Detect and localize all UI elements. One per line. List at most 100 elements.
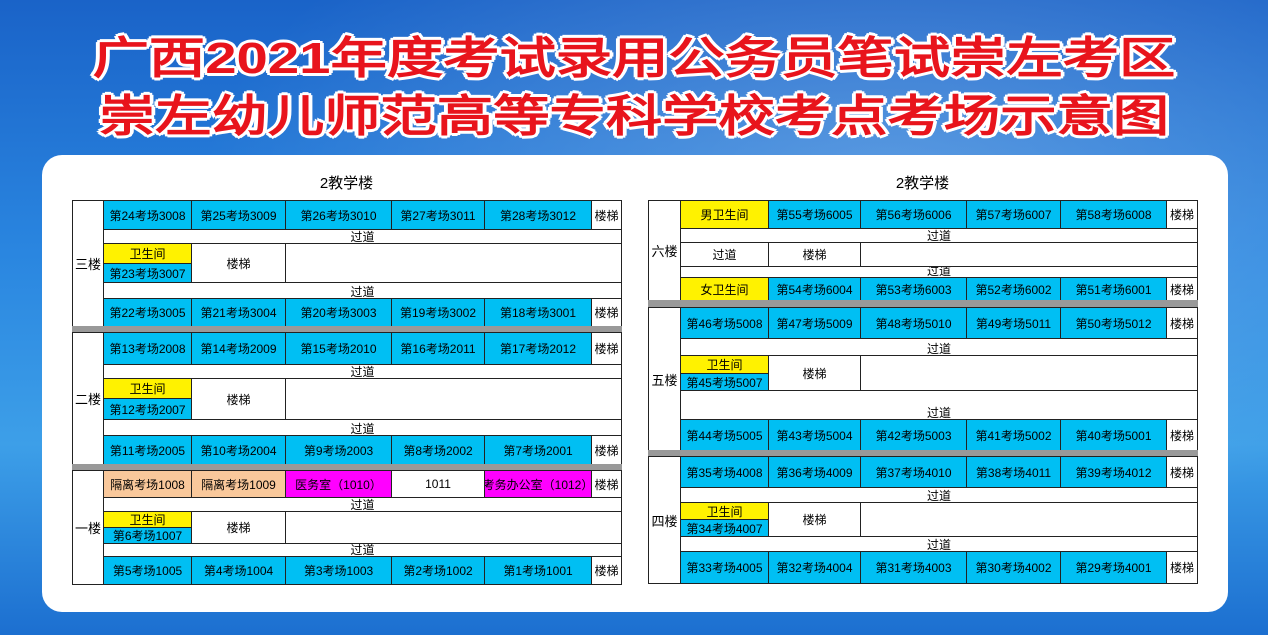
exam-room: 第53考场6003	[860, 277, 967, 301]
floor-label: 三楼	[72, 200, 104, 327]
exam-room: 第15考场2010	[285, 332, 392, 365]
exam-room: 第32考场4004	[768, 551, 861, 584]
exam-room: 第40考场5001	[1060, 419, 1167, 451]
toilet-cell: 卫生间	[680, 355, 769, 374]
exam-room: 第17考场2012	[484, 332, 592, 365]
isolation-room: 隔离考场1008	[103, 470, 192, 498]
exam-room: 第4考场1004	[191, 556, 286, 585]
stairs-cell: 楼梯	[768, 355, 861, 391]
corridor: 过道	[680, 228, 1198, 243]
toilet-room: 女卫生间	[680, 277, 769, 301]
stairs-cell: 楼梯	[591, 332, 622, 365]
open-area	[285, 511, 622, 544]
corridor: 过道	[680, 536, 1198, 552]
toilet-cell: 卫生间	[103, 378, 192, 399]
floor-separator	[648, 450, 1198, 456]
exam-room: 第45考场5007	[680, 373, 769, 391]
exam-room: 第38考场4011	[966, 456, 1061, 488]
stairs-cell: 楼梯	[768, 242, 861, 267]
exam-room: 第23考场3007	[103, 263, 192, 283]
open-area	[860, 242, 1198, 267]
stairs-cell: 楼梯	[768, 502, 861, 537]
medical-room: 考务办公室（1012）	[484, 470, 592, 498]
floor-label: 四楼	[648, 456, 681, 584]
exam-room: 第36考场4009	[768, 456, 861, 488]
corridor: 过道	[103, 229, 622, 244]
exam-room: 第13考场2008	[103, 332, 192, 365]
exam-room: 第41考场5002	[966, 419, 1061, 451]
title-line-2: 崇左幼儿师范高等专科学校考点考场示意图	[0, 92, 1268, 142]
exam-room: 第11考场2005	[103, 435, 192, 465]
exam-room: 第55考场6005	[768, 200, 861, 229]
exam-room: 第57考场6007	[966, 200, 1061, 229]
stairs-cell: 楼梯	[191, 243, 286, 283]
floor-label: 五楼	[648, 307, 681, 451]
exam-room: 第22考场3005	[103, 298, 192, 327]
exam-room: 第37考场4010	[860, 456, 967, 488]
exam-room: 第6考场1007	[103, 527, 192, 544]
exam-room: 第51考场6001	[1060, 277, 1167, 301]
exam-room: 第28考场3012	[484, 200, 592, 230]
stairs-cell: 楼梯	[191, 378, 286, 420]
corridor: 过道	[103, 419, 622, 436]
exam-room: 第1考场1001	[484, 556, 592, 585]
exam-room: 第9考场2003	[285, 435, 392, 465]
stairs-cell: 楼梯	[1166, 456, 1198, 488]
isolation-room: 隔离考场1009	[191, 470, 286, 498]
stairs-cell: 楼梯	[591, 435, 622, 465]
exam-room: 第12考场2007	[103, 398, 192, 420]
exam-room: 第34考场4007	[680, 519, 769, 537]
exam-room: 第46考场5008	[680, 307, 769, 339]
title-line-1-text: 广西2021年度考试录用公务员笔试崇左考区	[92, 34, 1176, 83]
exam-room: 第19考场3002	[391, 298, 485, 327]
exam-room: 第27考场3011	[391, 200, 485, 230]
exam-room: 第18考场3001	[484, 298, 592, 327]
stairs-cell: 楼梯	[591, 556, 622, 585]
exam-room: 第42考场5003	[860, 419, 967, 451]
corridor: 过道	[680, 487, 1198, 503]
building-heading: 2教学楼	[895, 175, 950, 192]
exam-room: 第31考场4003	[860, 551, 967, 584]
floor-separator	[648, 300, 1198, 307]
stairs-cell: 楼梯	[1166, 200, 1198, 229]
open-area	[285, 243, 622, 283]
exam-room: 第52考场6002	[966, 277, 1061, 301]
exam-room: 第33考场4005	[680, 551, 769, 584]
corridor: 过道	[680, 266, 1198, 278]
toilet-cell: 卫生间	[680, 502, 769, 520]
title-line-1: 广西2021年度考试录用公务员笔试崇左考区	[0, 34, 1268, 84]
corridor: 过道	[680, 338, 1198, 356]
exam-room: 第20考场3003	[285, 298, 392, 327]
exam-room: 第29考场4001	[1060, 551, 1167, 584]
stairs-cell: 楼梯	[1166, 307, 1198, 339]
floor-label: 二楼	[72, 332, 104, 465]
stairs-cell: 楼梯	[191, 511, 286, 544]
exam-room: 第14考场2009	[191, 332, 286, 365]
exam-room: 第24考场3008	[103, 200, 192, 230]
stairs-cell: 楼梯	[591, 200, 622, 230]
exam-room: 第2考场1002	[391, 556, 485, 585]
open-area	[860, 355, 1198, 391]
toilet-room: 男卫生间	[680, 200, 769, 229]
plain-room: 1011	[391, 470, 485, 498]
exam-room: 第48考场5010	[860, 307, 967, 339]
exam-room: 第39考场4012	[1060, 456, 1167, 488]
exam-room: 第50考场5012	[1060, 307, 1167, 339]
stairs-cell: 楼梯	[1166, 551, 1198, 584]
exam-room: 第5考场1005	[103, 556, 192, 585]
open-area	[860, 502, 1198, 537]
stairs-cell: 楼梯	[1166, 419, 1198, 451]
open-area	[285, 378, 622, 420]
floor-label: 一楼	[72, 470, 104, 585]
exam-room: 第25考场3009	[191, 200, 286, 230]
exam-room: 第21考场3004	[191, 298, 286, 327]
corridor-cell: 过道	[680, 242, 769, 267]
exam-room: 第58考场6008	[1060, 200, 1167, 229]
floor-separator	[72, 464, 622, 470]
toilet-cell: 卫生间	[103, 511, 192, 528]
exam-room: 第10考场2004	[191, 435, 286, 465]
stairs-cell: 楼梯	[591, 298, 622, 327]
corridor: 过道	[103, 543, 622, 557]
exam-room: 第56考场6006	[860, 200, 967, 229]
exam-room: 第7考场2001	[484, 435, 592, 465]
